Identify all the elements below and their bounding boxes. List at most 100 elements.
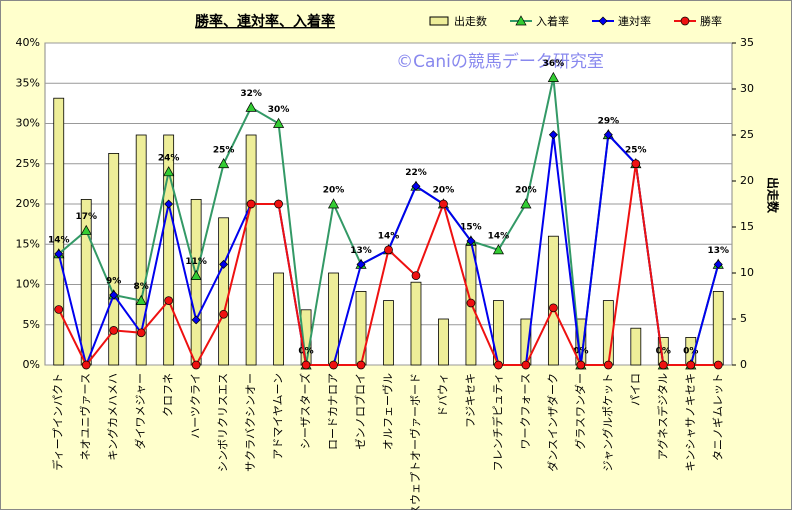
- y2-tick-label: 15: [740, 220, 754, 233]
- marker: [274, 199, 283, 209]
- marker: [466, 298, 476, 308]
- bar: [547, 235, 559, 366]
- x-tick-label: オルフェーヴル: [381, 373, 395, 450]
- marker: [520, 198, 532, 209]
- marker: [245, 101, 257, 112]
- marker: [109, 290, 119, 300]
- legend-label: 勝率: [700, 14, 722, 28]
- marker: [80, 224, 92, 235]
- marker: [246, 199, 256, 209]
- data-label: 32%: [240, 89, 262, 99]
- x-tick-label: キンシャサノキセキ: [684, 373, 697, 471]
- bar: [273, 272, 284, 366]
- marker: [219, 259, 229, 269]
- marker: [713, 360, 723, 370]
- bar: [108, 152, 120, 366]
- data-label: 20%: [433, 186, 455, 196]
- data-label: 14%: [488, 231, 510, 241]
- data-label: 13%: [350, 246, 372, 256]
- x-tick-label: ゼンノロブロイ: [353, 373, 367, 449]
- data-label: 20%: [323, 186, 345, 196]
- bar: [135, 134, 147, 366]
- data-label: 36%: [543, 59, 565, 69]
- marker: [492, 244, 505, 255]
- marker: [135, 294, 147, 305]
- marker: [54, 305, 64, 314]
- data-label: 29%: [598, 116, 620, 126]
- bar: [245, 134, 257, 366]
- x-tick-label: クロフネ: [162, 373, 175, 417]
- x-tick-label: スウェプトオーヴァーボード: [408, 373, 422, 510]
- y2-tick-label: 20: [740, 174, 754, 187]
- marker: [713, 259, 723, 269]
- chart-title: 勝率、連対率、入着率: [195, 13, 335, 30]
- x-tick-label: グラスワンダー: [573, 373, 587, 450]
- marker: [658, 360, 668, 370]
- x-tick-label: タニノギムレット: [711, 373, 724, 461]
- y2-tick-label: 25: [740, 128, 754, 141]
- legend-swatch: [429, 16, 449, 26]
- x-tick-label: サクラバクシンオー: [244, 373, 257, 472]
- marker: [598, 16, 608, 26]
- x-tick-label: ネオユニヴァース: [78, 373, 92, 460]
- y-tick-label: 30%: [16, 117, 40, 130]
- bar: [80, 198, 92, 366]
- y-tick-label: 20%: [16, 197, 40, 210]
- data-label: 0%: [298, 347, 313, 357]
- x-tick-label: アグネスデジタル: [655, 373, 669, 460]
- marker: [301, 360, 311, 370]
- x-tick-label: ジャングルポケット: [600, 373, 614, 471]
- marker: [219, 309, 228, 319]
- x-tick-label: ディープインパクト: [51, 373, 65, 471]
- marker: [81, 360, 91, 370]
- marker: [190, 269, 202, 280]
- marker: [547, 71, 559, 82]
- legend-label: 入着率: [536, 14, 569, 28]
- y-tick-label: 35%: [16, 76, 40, 89]
- marker: [164, 296, 174, 305]
- bar: [410, 281, 422, 366]
- x-tick-label: ダンスインザダーク: [545, 373, 559, 472]
- y-tick-label: 10%: [16, 278, 40, 291]
- data-label: 25%: [625, 145, 647, 155]
- data-label: 14%: [48, 235, 70, 245]
- bar: [383, 300, 394, 366]
- bar: [190, 198, 202, 366]
- x-tick-label: フレンチデピュティ: [490, 373, 504, 471]
- marker: [494, 360, 503, 370]
- data-label: 13%: [707, 246, 729, 256]
- x-tick-label: パイロ: [629, 373, 642, 406]
- marker: [384, 245, 393, 255]
- data-label: 9%: [106, 276, 121, 286]
- marker: [686, 360, 696, 370]
- data-label: 25%: [213, 145, 235, 155]
- x-tick-label: ワークフォース: [519, 373, 532, 449]
- bar: [630, 327, 642, 366]
- data-label: 20%: [515, 186, 537, 196]
- data-label: 0%: [573, 347, 588, 357]
- bar: [218, 217, 230, 366]
- data-label: 8%: [134, 282, 149, 292]
- y-tick-label: 5%: [23, 318, 40, 331]
- y2-tick-label: 0: [740, 358, 747, 371]
- marker: [163, 166, 175, 177]
- data-label: 14%: [378, 231, 400, 241]
- marker: [136, 328, 146, 338]
- data-label: 0%: [683, 347, 698, 357]
- marker: [521, 360, 531, 370]
- x-tick-label: シーザスターズ: [298, 373, 312, 449]
- watermark: ©Caniの競馬データ研究室: [396, 51, 604, 72]
- marker: [329, 360, 338, 370]
- x-tick-label: シンボリクリスエス: [217, 373, 230, 472]
- marker: [356, 259, 366, 269]
- marker: [603, 360, 613, 370]
- x-tick-label: ハーツクライ: [189, 373, 202, 439]
- y-tick-label: 25%: [16, 157, 40, 170]
- marker: [680, 16, 690, 26]
- x-tick-label: キングカメハメハ: [106, 373, 120, 461]
- marker: [191, 360, 201, 370]
- marker: [164, 199, 174, 209]
- y-tick-label: 0%: [23, 358, 40, 371]
- marker: [327, 198, 340, 209]
- y-tick-label: 15%: [16, 237, 40, 250]
